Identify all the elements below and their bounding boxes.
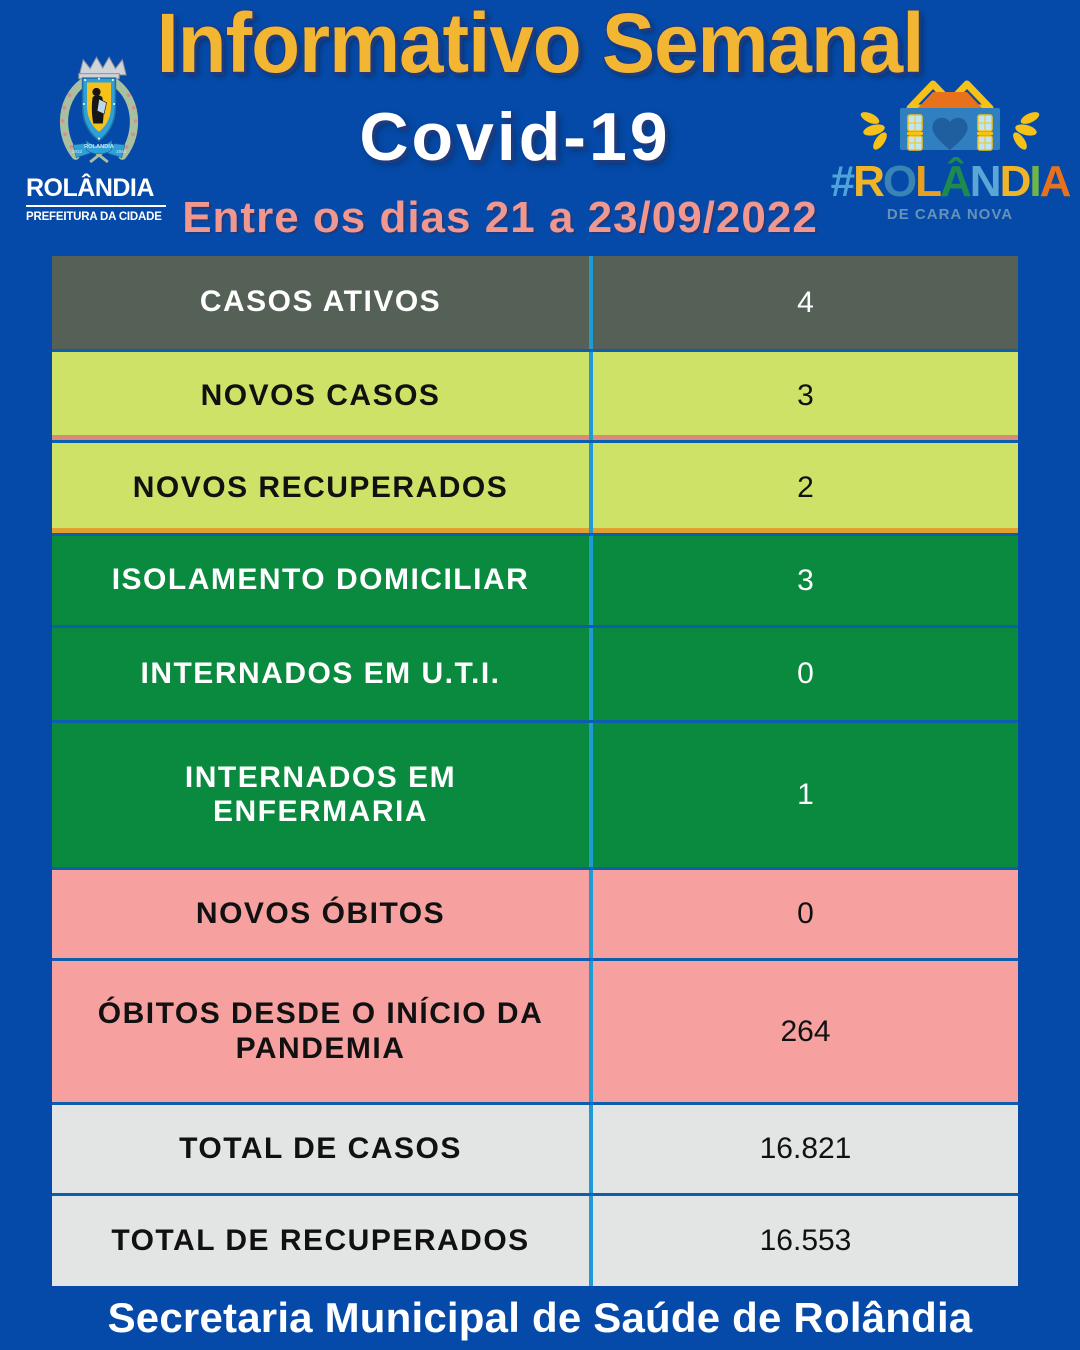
svg-text:1932: 1932: [72, 149, 83, 155]
svg-text:1944: 1944: [116, 149, 127, 155]
svg-text:ROLANDIA: ROLANDIA: [84, 144, 114, 150]
